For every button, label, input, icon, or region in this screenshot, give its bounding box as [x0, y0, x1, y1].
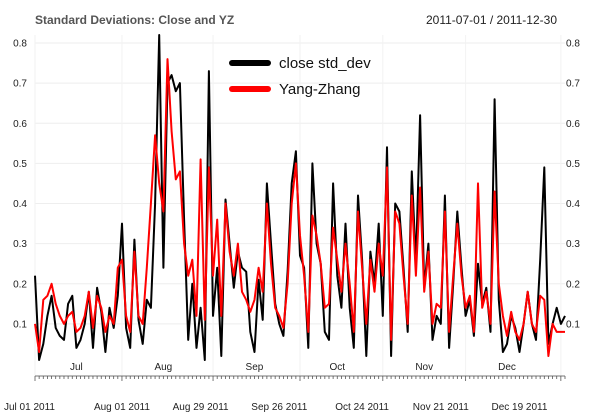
y-axis-left: 0.1 0.2 0.3 0.4 0.5 0.6 0.7 0.8 — [13, 39, 27, 331]
y-tick-label-right: 0.6 — [566, 119, 580, 130]
date-label: Dec 19 2011 — [491, 402, 547, 413]
legend-label: Yang-Zhang — [279, 81, 360, 98]
series-lines — [34, 34, 566, 361]
month-label: Aug — [154, 362, 172, 373]
date-labels: Jul 01 2011 Aug 01 2011 Aug 29 2011 Sep 26 … — [4, 402, 548, 413]
y-tick-label-right: 0.8 — [566, 39, 580, 50]
y-tick-label-left: 0.6 — [13, 119, 27, 130]
y-tick-label-left: 0.3 — [13, 239, 27, 250]
y-tick-label-left: 0.7 — [13, 79, 27, 90]
date-range-label: 2011-07-01 / 2011-12-30 — [426, 13, 557, 27]
date-label: Sep 26 2011 — [251, 402, 307, 413]
x-axis-ticks — [34, 376, 566, 381]
y-tick-label-left: 0.1 — [13, 319, 27, 330]
chart-title: Standard Deviations: Close and YZ — [35, 13, 234, 27]
month-label: Dec — [498, 362, 516, 373]
y-tick-label-right: 0.1 — [566, 319, 580, 330]
legend-label: close std_dev — [279, 55, 371, 72]
legend: close std_dev Yang-Zhang — [229, 55, 371, 98]
y-tick-label-left: 0.8 — [13, 39, 27, 50]
date-label: Aug 01 2011 — [94, 402, 150, 413]
close-std-dev-line — [34, 34, 566, 361]
y-tick-label-right: 0.5 — [566, 159, 580, 170]
month-label: Jul — [70, 362, 83, 373]
yang-zhang-line — [34, 58, 565, 357]
y-tick-label-right: 0.4 — [566, 199, 580, 210]
date-label: Oct 24 2011 — [335, 402, 389, 413]
month-label: Oct — [329, 362, 345, 373]
y-tick-label-right: 0.7 — [566, 79, 580, 90]
date-label: Jul 01 2011 — [4, 402, 55, 413]
date-label: Aug 29 2011 — [173, 402, 229, 413]
y-tick-label-left: 0.4 — [13, 199, 27, 210]
y-tick-label-right: 0.2 — [566, 279, 580, 290]
date-label: Nov 21 2011 — [413, 402, 469, 413]
month-label: Nov — [415, 362, 433, 373]
y-axis-right: 0.1 0.2 0.3 0.4 0.5 0.6 0.7 0.8 — [566, 39, 580, 331]
y-tick-label-left: 0.2 — [13, 279, 27, 290]
y-tick-label-left: 0.5 — [13, 159, 27, 170]
month-label: Sep — [246, 362, 264, 373]
month-labels: Jul Aug Sep Oct Nov Dec — [70, 362, 516, 373]
y-tick-label-right: 0.3 — [566, 239, 580, 250]
